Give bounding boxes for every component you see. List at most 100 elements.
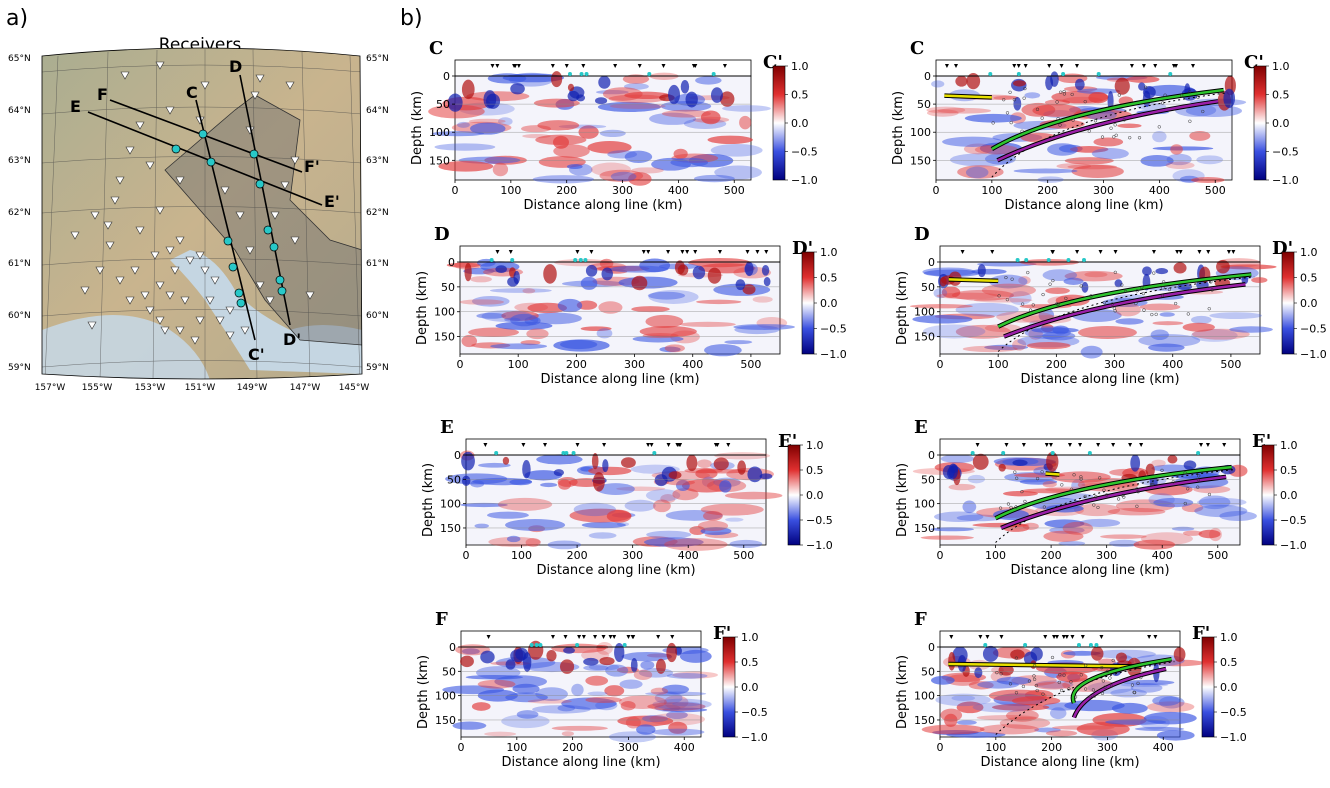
receiver-icon: [155, 61, 165, 70]
x-tick-label: 300: [1097, 741, 1118, 754]
receiver-icon: [145, 161, 155, 170]
seismicity-dot: [1122, 118, 1126, 122]
profile-panel-c: 0 50 100 150 0 100 200 300 400 500 Distance along …: [410, 38, 818, 213]
y-tick-label: 0: [928, 256, 935, 269]
x-tick-label: 400: [678, 549, 699, 562]
crossing-marker: [538, 643, 543, 647]
seismicity-dot: [991, 121, 995, 125]
colorbar-tick-label: 0.5: [1300, 272, 1318, 285]
receiver-icon: [165, 246, 175, 255]
receiver-icon: [235, 211, 245, 220]
seismicity-dot: [1031, 303, 1035, 307]
crossing-marker: [1087, 451, 1092, 455]
seismicity-dot: [1132, 690, 1136, 694]
lat-label-right: 64°N: [366, 106, 389, 116]
station-icon: [680, 250, 685, 254]
crossing-marker: [647, 72, 652, 76]
x-tick-label: 100: [981, 184, 1002, 197]
x-tick-label: 0: [933, 184, 940, 197]
y-tick-label: 50: [436, 98, 450, 111]
station-icon: [608, 635, 613, 639]
station-icon: [1205, 443, 1210, 447]
station-icon: [656, 635, 661, 639]
colorbar-tick-label: 1.0: [806, 439, 824, 452]
y-tick-label: 0: [928, 641, 935, 654]
station-icon: [1139, 443, 1144, 447]
seismicity-dot: [1050, 655, 1055, 660]
x-tick-label: 500: [1205, 184, 1226, 197]
crossing-marker: [1168, 72, 1173, 76]
crossing-marker: [1096, 72, 1101, 76]
seismicity-dot: [1150, 312, 1154, 317]
seismicity-dot: [1020, 129, 1024, 133]
station-icon: [483, 443, 488, 447]
station-icon: [563, 635, 568, 639]
crossing-marker: [573, 258, 578, 262]
map-label-f2: F': [304, 157, 320, 176]
seismicity-dot: [1014, 691, 1019, 695]
crossing-marker: [652, 451, 657, 455]
seismicity-dot: [1141, 291, 1146, 296]
seismicity-dot: [995, 670, 999, 675]
seismicity-dot: [1056, 117, 1060, 121]
seismicity-dot: [1023, 86, 1027, 91]
station-icon: [666, 250, 671, 254]
seismicity-dot: [1096, 505, 1100, 510]
colorbar-tick-label: −1.0: [820, 348, 847, 361]
station-icon: [575, 250, 580, 254]
profile-panel-f: 0 50 100 150 0 100 200 300 400 Distance along lin…: [416, 609, 768, 770]
colorbar: [722, 636, 736, 738]
seismicity-dot: [1028, 308, 1033, 312]
station-icon: [978, 635, 983, 639]
station-icon: [1061, 635, 1066, 639]
seismicity-dot: [1069, 680, 1073, 684]
seismicity-dot: [1142, 308, 1146, 312]
colorbar-tick-label: 0.0: [791, 117, 809, 130]
seismicity-dot: [1113, 270, 1117, 275]
profile-start-label: E: [440, 417, 454, 438]
receiver-icon: [215, 316, 225, 325]
x-tick-label: 300: [1096, 549, 1117, 562]
seismicity-dot: [1173, 301, 1178, 306]
x-axis-label: Distance along line (km): [1010, 563, 1169, 578]
colorbar-tick-label: 0.5: [1220, 656, 1238, 669]
seismicity-dot: [1057, 680, 1061, 685]
station-icon: [1098, 250, 1103, 254]
crossing-marker: [1050, 451, 1055, 455]
y-tick-label: 50: [917, 98, 931, 111]
seismicity-dot: [1109, 684, 1114, 688]
profile-line-e: [87, 111, 323, 206]
seismicity-dot: [1026, 270, 1030, 275]
seismicity-dot: [1134, 301, 1138, 306]
x-axis-label: Distance along line (km): [1004, 198, 1163, 213]
station-icon: [1175, 250, 1180, 254]
receiver-icon: [135, 121, 145, 130]
lon-label: 155°W: [82, 383, 113, 393]
seismicity-dot: [1139, 675, 1143, 680]
receiver-icon: [270, 211, 280, 220]
colorbar-tick-label: 0.5: [1272, 89, 1290, 102]
station-icon: [1147, 635, 1152, 639]
seismicity-dot: [1100, 665, 1104, 670]
crossing-marker: [1088, 643, 1093, 647]
station-icon: [726, 443, 731, 447]
station-icon: [581, 64, 586, 68]
seismicity-dot: [1040, 470, 1044, 474]
lon-label: 147°W: [290, 383, 321, 393]
station-icon: [1078, 443, 1083, 447]
seismicity-dot: [1209, 280, 1213, 284]
y-axis-label: Depth (km): [415, 271, 430, 345]
y-axis-label: Depth (km): [895, 271, 910, 345]
seismicity-dot: [1034, 683, 1038, 688]
seismicity-dot: [1010, 277, 1014, 281]
seismicity-dot: [1035, 107, 1040, 111]
station-icon: [666, 443, 671, 447]
y-axis-label: Depth (km): [410, 91, 425, 165]
x-tick-label: 100: [985, 741, 1006, 754]
station-icon: [1222, 443, 1227, 447]
y-tick-label: 0: [449, 641, 456, 654]
receiver-icon: [205, 296, 215, 305]
station-icon: [1199, 443, 1204, 447]
station-icon: [990, 250, 995, 254]
